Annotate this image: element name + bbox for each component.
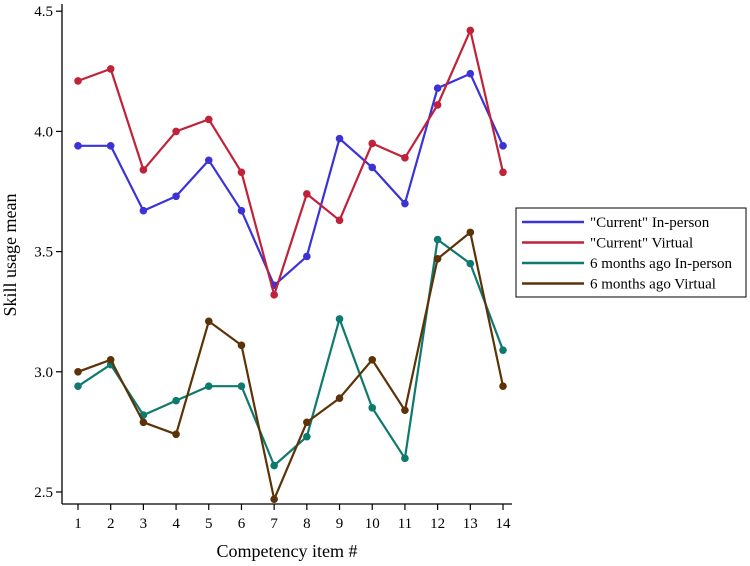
data-point — [401, 454, 409, 463]
data-point — [499, 346, 507, 354]
series-line — [78, 72, 505, 287]
legend-item: 6 months ago Virtual — [522, 277, 716, 293]
data-point — [335, 216, 344, 225]
x-tick-label: 6 — [238, 516, 246, 532]
data-point — [499, 382, 507, 391]
x-tick-label: 13 — [463, 516, 478, 532]
data-point — [499, 142, 507, 150]
data-point — [433, 235, 442, 244]
data-point — [204, 115, 213, 124]
legend-label: 6 months ago Virtual — [590, 277, 716, 293]
x-tick-label: 1 — [74, 516, 82, 532]
data-point — [74, 367, 82, 376]
data-point — [499, 168, 507, 177]
data-point — [106, 65, 115, 73]
series-layer — [74, 26, 507, 503]
data-point — [237, 206, 246, 215]
data-point — [433, 84, 442, 92]
data-point — [401, 406, 409, 415]
data-point — [303, 418, 311, 427]
legend: "Current" In-person "Current" Virtual 6 mo… — [515, 207, 747, 298]
y-tick-label: 4.5 — [34, 4, 53, 20]
data-point — [335, 394, 344, 403]
x-tick-label: 9 — [336, 516, 344, 532]
series-line — [77, 238, 505, 467]
x-tick-label: 5 — [205, 516, 213, 532]
y-ticks: 2.5 3.0 3.5 4.0 4.5 — [34, 4, 62, 501]
series-4 — [74, 228, 507, 503]
legend-item: 6 months ago In-person — [522, 256, 733, 272]
y-tick-label: 3.0 — [34, 365, 53, 381]
data-point — [74, 77, 82, 85]
data-point — [270, 291, 278, 299]
x-tick-label: 10 — [365, 516, 380, 532]
data-point — [237, 382, 246, 391]
series-1 — [74, 69, 507, 290]
series-line — [77, 231, 505, 501]
data-point — [139, 166, 148, 174]
y-tick-label: 2.5 — [34, 485, 53, 501]
data-point — [237, 168, 246, 177]
data-point — [335, 134, 344, 143]
axes — [61, 4, 512, 505]
data-point — [106, 142, 115, 150]
y-tick-label: 4.0 — [34, 124, 53, 140]
x-ticks: 1 2 3 4 5 6 7 8 9 10 11 12 13 14 — [74, 504, 511, 532]
data-point — [433, 101, 442, 109]
data-point — [368, 355, 377, 364]
data-point — [172, 396, 180, 405]
data-point — [368, 404, 377, 412]
series-2 — [74, 26, 507, 299]
data-point — [139, 206, 148, 215]
data-point — [204, 382, 213, 391]
data-point — [433, 255, 442, 263]
data-point — [303, 190, 311, 198]
x-tick-label: 3 — [140, 516, 148, 532]
data-point — [139, 418, 148, 427]
x-tick-label: 7 — [270, 516, 278, 532]
data-point — [303, 432, 311, 441]
data-point — [401, 154, 409, 162]
data-point — [466, 259, 475, 268]
x-tick-label: 2 — [107, 516, 115, 532]
legend-label: 6 months ago In-person — [590, 256, 733, 272]
legend-label: "Current" In-person — [590, 215, 710, 231]
data-point — [204, 156, 213, 165]
data-point — [303, 252, 311, 261]
data-point — [270, 461, 278, 470]
data-point — [172, 127, 180, 136]
legend-item: "Current" In-person — [522, 215, 710, 231]
x-tick-label: 11 — [398, 516, 412, 532]
data-point — [74, 142, 82, 150]
x-tick-label: 8 — [303, 516, 311, 532]
data-point — [270, 495, 278, 503]
data-point — [172, 192, 180, 201]
x-axis-title: Competency item # — [217, 541, 358, 561]
data-point — [335, 315, 344, 323]
data-point — [368, 163, 377, 172]
data-point — [237, 341, 246, 350]
y-axis-title: Skill usage mean — [0, 194, 20, 317]
data-point — [74, 382, 82, 391]
x-tick-label: 14 — [496, 516, 512, 532]
data-point — [204, 317, 213, 326]
data-point — [172, 430, 180, 439]
data-point — [466, 228, 475, 237]
legend-label: "Current" Virtual — [590, 236, 693, 252]
series-line — [77, 29, 505, 296]
data-point — [401, 199, 409, 208]
x-tick-label: 4 — [172, 516, 180, 532]
y-tick-label: 3.5 — [34, 245, 53, 261]
data-point — [466, 26, 475, 35]
data-point — [368, 139, 377, 148]
series-3 — [74, 235, 507, 470]
data-point — [466, 69, 475, 78]
data-point — [106, 355, 115, 364]
x-tick-label: 12 — [430, 516, 445, 532]
legend-item: "Current" Virtual — [522, 236, 693, 252]
